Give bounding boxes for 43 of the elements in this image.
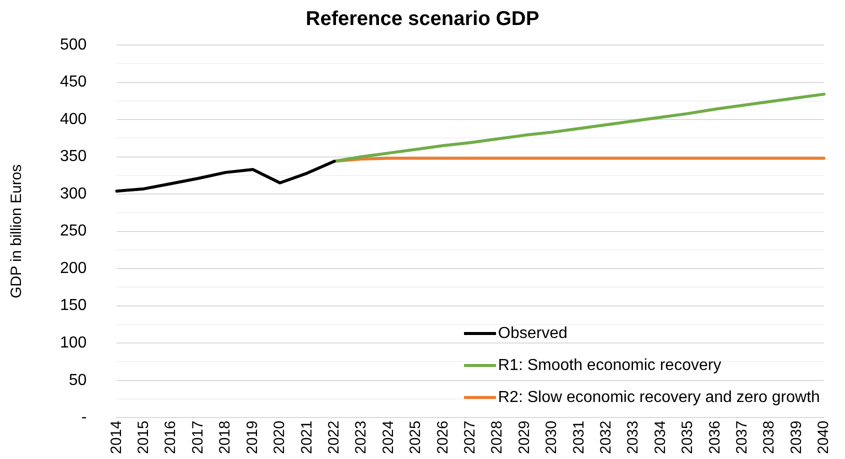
y-tick-label: 150: [60, 297, 87, 314]
y-tick-label: -: [81, 409, 87, 426]
x-tick-label: 2027: [461, 420, 478, 454]
y-tick-label: 400: [60, 110, 87, 128]
x-tick-label: 2034: [652, 420, 669, 454]
x-tick-label: 2015: [135, 420, 152, 454]
y-tick-label: 100: [60, 334, 87, 352]
x-tick-label: 2018: [216, 420, 234, 454]
x-tick-label: 2036: [706, 420, 724, 454]
x-tick-label: 2021: [298, 420, 316, 454]
x-tick-label: 2035: [679, 420, 696, 454]
legend-label: Observed: [498, 324, 568, 343]
y-tick-label: 350: [60, 148, 87, 166]
x-tick-label: 2014: [108, 420, 125, 454]
x-tick-label: 2040: [815, 420, 832, 454]
legend-label: R2: Slow economic recovery and zero growth: [498, 388, 820, 407]
x-tick-label: 2022: [325, 420, 342, 454]
y-tick-label: 200: [60, 260, 87, 277]
x-tick-label: 2028: [488, 420, 506, 454]
x-tick-label: 2032: [598, 420, 615, 454]
x-tick-label: 2017: [189, 420, 206, 454]
x-tick-label: 2026: [434, 420, 452, 454]
x-tick-label: 2024: [380, 420, 397, 454]
x-tick-label: 2025: [407, 420, 424, 454]
y-tick-label: 300: [60, 185, 87, 202]
x-tick-label: 2031: [570, 420, 588, 454]
x-tick-label: 2033: [624, 420, 642, 454]
x-tick-label: 2039: [788, 420, 805, 454]
y-tick-label: 500: [60, 36, 87, 54]
x-tick-label: 2037: [734, 420, 751, 454]
legend-label: R1: Smooth economic recovery: [498, 356, 722, 375]
x-tick-label: 2023: [352, 420, 370, 454]
chart-title: Reference scenario GDP: [304, 8, 540, 31]
y-tick-label: 450: [60, 74, 87, 91]
y-tick-label: 250: [60, 222, 87, 240]
x-tick-label: 2016: [162, 420, 180, 454]
x-tick-label: 2030: [543, 420, 560, 454]
x-tick-label: 2019: [244, 420, 261, 454]
y-tick-label: 50: [68, 372, 87, 389]
y-axis-title: GDP in billion Euros: [8, 164, 26, 298]
x-tick-label: 2038: [760, 420, 778, 454]
x-tick-label: 2029: [516, 420, 533, 454]
x-tick-label: 2020: [271, 420, 288, 454]
